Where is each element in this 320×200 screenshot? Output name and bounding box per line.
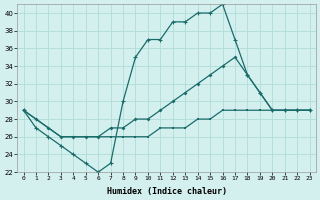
- X-axis label: Humidex (Indice chaleur): Humidex (Indice chaleur): [107, 187, 227, 196]
